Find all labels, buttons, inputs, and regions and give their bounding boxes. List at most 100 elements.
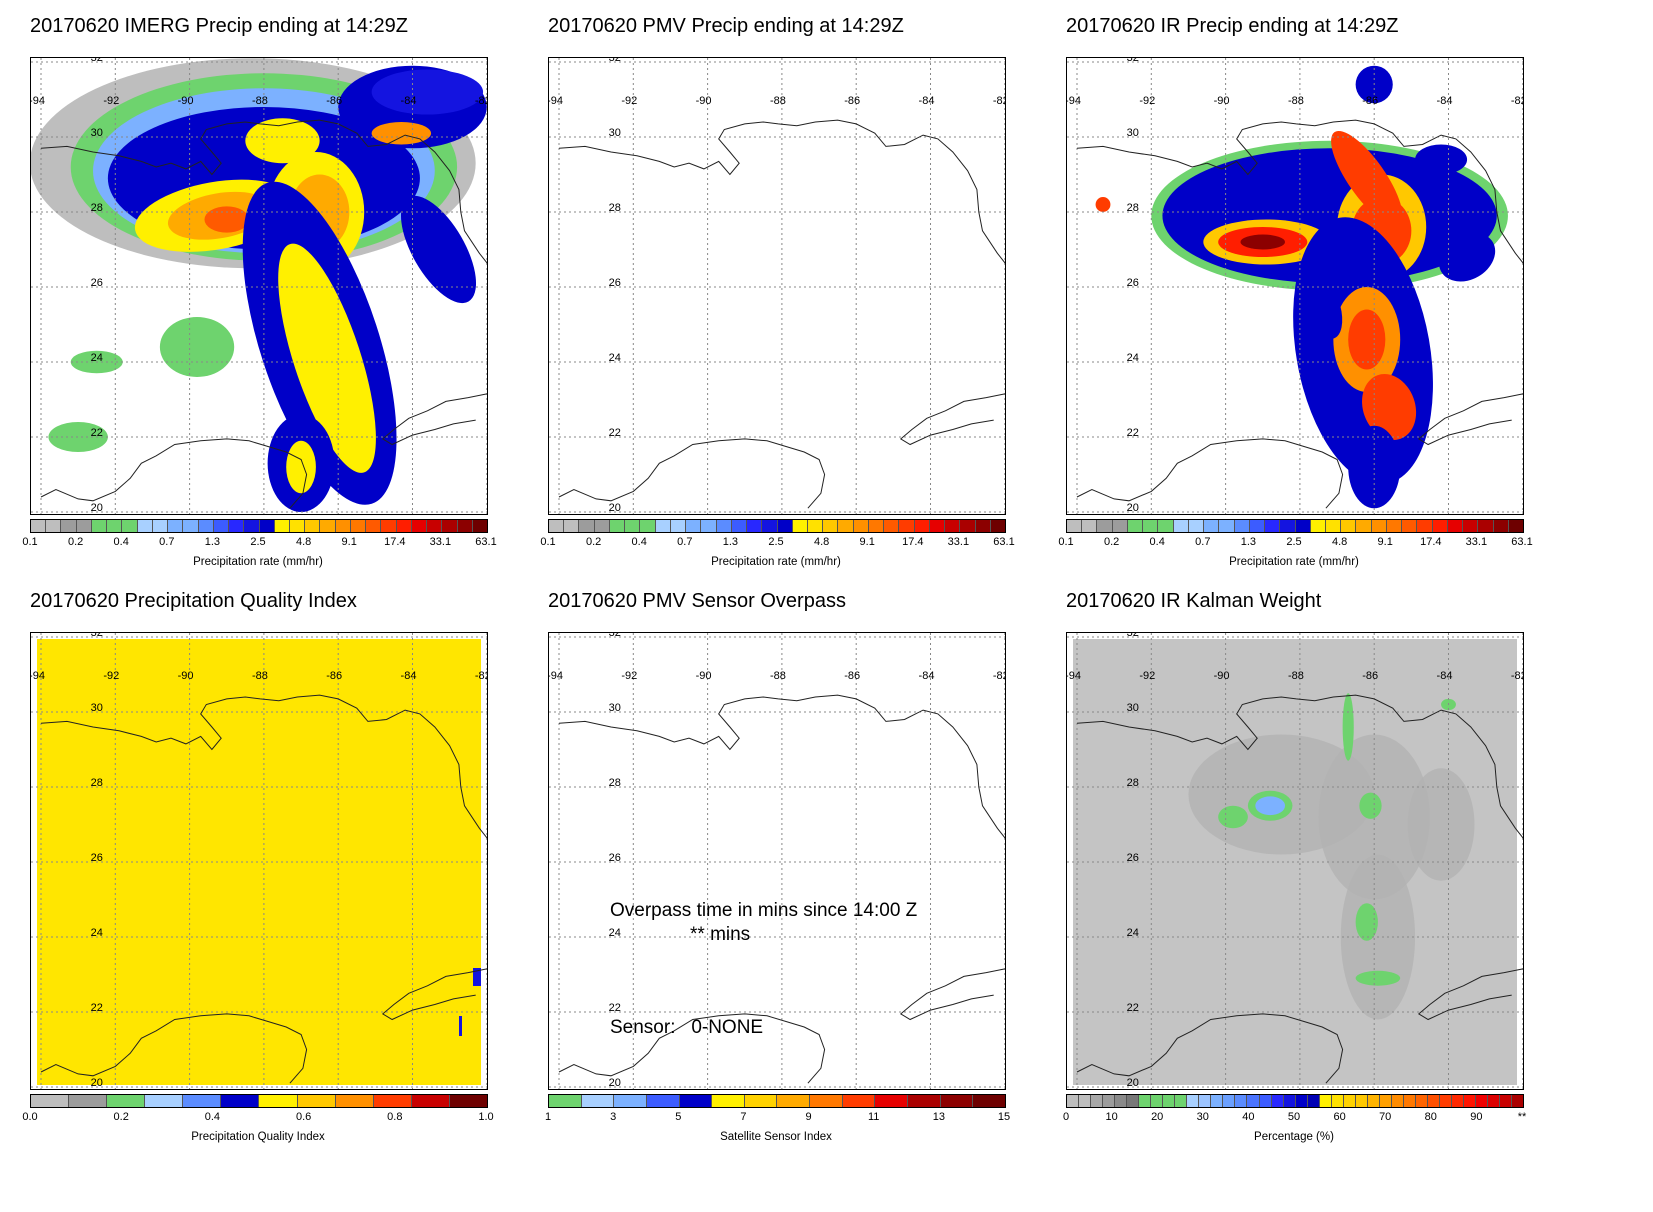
colorbar-ticks: 0.0 0.2 0.4 0.6 0.8 1.0 bbox=[22, 1111, 493, 1125]
colorbar-swatch bbox=[1417, 520, 1433, 532]
colorbar-swatch bbox=[679, 1095, 713, 1107]
colorbar-label: Precipitation rate (mm/hr) bbox=[1229, 556, 1359, 568]
colorbar-swatch bbox=[1079, 1095, 1092, 1107]
colorbar-swatch bbox=[259, 1095, 298, 1107]
lat-label: 30 bbox=[1127, 702, 1139, 714]
colorbar-tick: 0.8 bbox=[387, 1111, 403, 1123]
colorbar-swatch bbox=[655, 520, 671, 532]
colorbar-tick: 50 bbox=[1287, 1111, 1301, 1123]
colorbar-swatch bbox=[244, 520, 260, 532]
colorbar-swatch bbox=[1493, 520, 1509, 532]
colorbar-swatch bbox=[875, 1095, 909, 1107]
colorbar-swatch bbox=[1151, 1095, 1164, 1107]
colorbar-tick: 0.2 bbox=[585, 536, 602, 548]
coastline bbox=[899, 968, 1005, 1021]
colorbar-tick: 0.1 bbox=[1058, 536, 1074, 548]
panel-title: 20170620 PMV Sensor Overpass bbox=[548, 590, 846, 612]
colorbar-sensor bbox=[548, 1094, 1006, 1108]
coastline bbox=[1076, 694, 1523, 839]
lat-label: 20 bbox=[1127, 1077, 1139, 1089]
lon-label: -86 bbox=[326, 95, 342, 107]
colorbar-tick: 2.5 bbox=[768, 536, 784, 548]
lon-label: -94 bbox=[31, 95, 45, 107]
panel-title: 20170620 IMERG Precip ending at 14:29Z bbox=[30, 15, 409, 37]
precip-cell bbox=[1438, 232, 1496, 282]
colorbar-swatch bbox=[411, 1095, 450, 1107]
map-pqi[interactable]: -94 -92 -90 -88 -86 -84 -82 32 30 28 26 24 22 20 bbox=[30, 632, 488, 1090]
coastline bbox=[381, 968, 487, 1021]
colorbar-label: Satellite Sensor Index bbox=[720, 1131, 832, 1143]
lon-label: -88 bbox=[770, 95, 786, 107]
colorbar-swatch bbox=[198, 520, 214, 532]
colorbar-swatch bbox=[1127, 1095, 1140, 1107]
colorbar-swatch bbox=[145, 1095, 184, 1107]
map-pmv[interactable]: -94 -92 -90 -88 -86 -84 -82 32 30 28 26 24 22 20 bbox=[548, 57, 1006, 515]
lat-label: 28 bbox=[609, 777, 621, 789]
colorbar-swatch bbox=[973, 1095, 1005, 1107]
coastline bbox=[558, 694, 1005, 839]
colorbar-swatch bbox=[1307, 1095, 1320, 1107]
colorbar-swatch bbox=[1343, 1095, 1356, 1107]
colorbar-ticks: 0 10 20 30 40 50 60 70 80 90 ** bbox=[1063, 1111, 1526, 1125]
colorbar-swatch bbox=[1173, 520, 1189, 532]
colorbar-tick: 30 bbox=[1196, 1111, 1209, 1123]
colorbar-tick: 0.2 bbox=[1103, 536, 1120, 548]
colorbar-tick: 0.2 bbox=[113, 1111, 129, 1123]
colorbar-tick: 2.5 bbox=[250, 536, 266, 548]
colorbar-swatch bbox=[625, 520, 641, 532]
colorbar-swatch bbox=[914, 520, 930, 532]
lat-label: 32 bbox=[91, 58, 103, 64]
colorbar-swatch bbox=[1447, 520, 1464, 532]
colorbar-swatch bbox=[69, 1095, 108, 1107]
colorbar-tick: 17.4 bbox=[1420, 536, 1442, 548]
colorbar-swatch bbox=[1415, 1095, 1428, 1107]
colorbar-swatch bbox=[1097, 520, 1113, 532]
map-kalman[interactable]: -94 -92 -90 -88 -86 -84 -82 32 30 28 26 24 22 20 bbox=[1066, 632, 1524, 1090]
colorbar-swatch bbox=[1427, 1095, 1440, 1107]
lon-label: -90 bbox=[178, 670, 194, 682]
map-canvas: -94 -92 -90 -88 -86 -84 -82 32 30 28 26 24 22 20 bbox=[1067, 58, 1523, 514]
colorbar-tick: 90 bbox=[1470, 1111, 1483, 1123]
colorbar-swatch bbox=[564, 520, 580, 532]
lon-label: -90 bbox=[696, 670, 712, 682]
colorbar-swatch bbox=[373, 1095, 412, 1107]
panel-title: 20170620 IR Kalman Weight bbox=[1066, 590, 1322, 612]
colorbar-swatch bbox=[152, 520, 169, 532]
lon-label: -92 bbox=[1139, 95, 1155, 107]
precip-cell bbox=[1218, 805, 1248, 829]
map-overpass[interactable]: -94 -92 -90 -88 -86 -84 -82 32 30 28 26 24 22 20 bbox=[548, 632, 1006, 1090]
colorbar-swatch bbox=[381, 520, 397, 532]
lon-label: -86 bbox=[844, 670, 860, 682]
colorbar-swatch bbox=[1439, 1095, 1452, 1107]
colorbar-swatch bbox=[1199, 1095, 1212, 1107]
lon-label: -92 bbox=[621, 95, 637, 107]
colorbar-swatch bbox=[701, 520, 717, 532]
panel-title: 20170620 PMV Precip ending at 14:29Z bbox=[548, 15, 904, 37]
sensor-label: Sensor: 0-NONE bbox=[610, 1017, 764, 1038]
colorbar-tick: 0.6 bbox=[295, 1111, 312, 1123]
precip-cell bbox=[286, 440, 316, 494]
precip-cell bbox=[48, 422, 108, 452]
colorbar-swatch bbox=[320, 520, 336, 532]
colorbar-swatch bbox=[107, 520, 123, 532]
map-ir[interactable]: -94 -92 -90 -88 -86 -84 -82 32 30 28 26 24 22 20 bbox=[1066, 57, 1524, 515]
colorbar-swatch bbox=[747, 520, 763, 532]
colorbar-swatch bbox=[183, 1095, 222, 1107]
lon-label: -84 bbox=[1437, 670, 1453, 682]
colorbar-ticks: 0.1 0.2 0.4 0.7 1.3 2.5 4.8 9.1 17.4 33.1 63.1 bbox=[540, 536, 1014, 550]
precip-cell bbox=[278, 243, 376, 473]
colorbar-swatch bbox=[183, 520, 199, 532]
coastline bbox=[558, 438, 826, 509]
colorbar-swatch bbox=[396, 520, 412, 532]
lat-label: 28 bbox=[609, 202, 621, 214]
colorbar-swatch bbox=[940, 1095, 974, 1107]
precip-cell bbox=[1355, 970, 1401, 986]
colorbar-swatch bbox=[1508, 520, 1524, 532]
lat-label: 20 bbox=[609, 502, 621, 514]
colorbar-tick: 4.8 bbox=[1331, 536, 1348, 548]
coastline bbox=[40, 119, 487, 264]
lon-label: -86 bbox=[1362, 95, 1378, 107]
coastline bbox=[381, 393, 487, 446]
map-imerg[interactable]: -94 -92 -90 -88 -86 -84 -82 32 30 28 26 24 22 20 bbox=[30, 57, 488, 515]
lon-label: -92 bbox=[621, 670, 637, 682]
